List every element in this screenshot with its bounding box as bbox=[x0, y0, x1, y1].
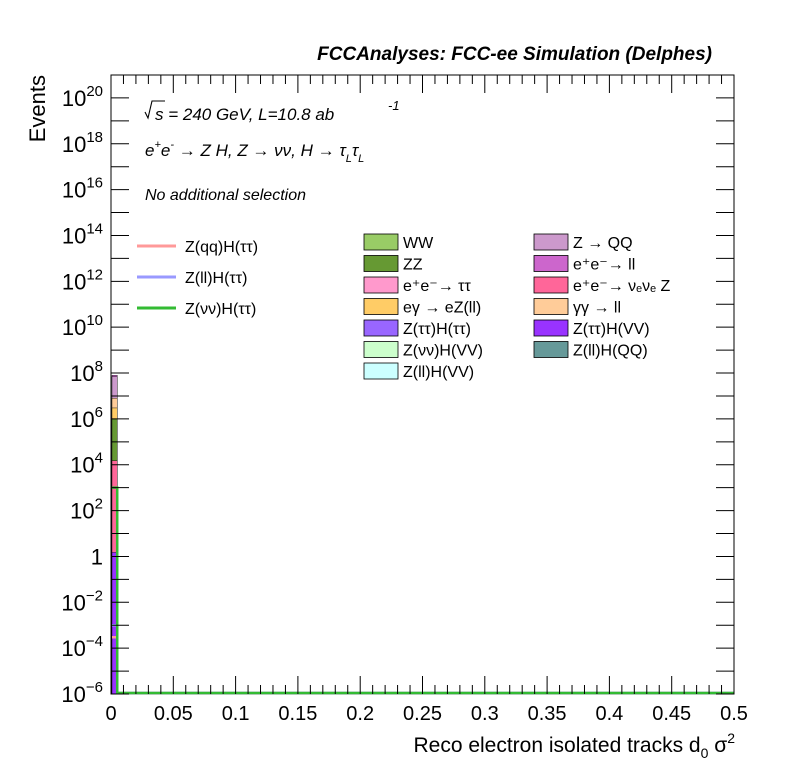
y-tick-label: 1018 bbox=[62, 129, 103, 157]
y-tick-label: 1012 bbox=[62, 266, 103, 294]
x-tick-label: 0.15 bbox=[278, 703, 317, 725]
y-tick-label: 106 bbox=[70, 404, 103, 432]
y-tick-label: 1014 bbox=[62, 220, 103, 248]
y-tick-label: 1016 bbox=[62, 175, 103, 203]
legend-label: WW bbox=[403, 235, 434, 252]
selection-annotation: No additional selection bbox=[145, 187, 306, 204]
x-tick-label: 0.45 bbox=[652, 703, 691, 725]
legend-label: Z(νν)H(ττ) bbox=[185, 301, 256, 318]
x-axis-ticks: 0 0.05 0.1 0.15 0.2 0.25 0.3 0.35 0.4 0.45 0.5 bbox=[105, 75, 748, 725]
y-tick-label: 10−4 bbox=[61, 633, 103, 661]
legend-swatch bbox=[363, 298, 399, 315]
legend-label: Z(ll)H(VV) bbox=[403, 364, 474, 381]
legend-label: Z(νν)H(VV) bbox=[403, 343, 483, 360]
lumi-exponent: -1 bbox=[388, 98, 400, 113]
y-axis-label: Events bbox=[25, 75, 50, 142]
signal-line-z-h- bbox=[112, 486, 734, 695]
x-tick-label: 0.05 bbox=[154, 703, 193, 725]
background-legend-col2: Z → QQ e⁺e⁻→ ll e⁺e⁻→ νₑνₑ Z γγ → ll Z(ττ)H(… bbox=[533, 233, 670, 360]
x-tick-label: 0.35 bbox=[528, 703, 567, 725]
sqrt-s-text: s bbox=[155, 105, 164, 124]
x-tick-label: 0.2 bbox=[346, 703, 374, 725]
legend-swatch bbox=[533, 255, 569, 272]
legend-swatch bbox=[533, 233, 569, 251]
y-tick-label: 1020 bbox=[62, 83, 103, 111]
x-tick-label: 0.25 bbox=[403, 703, 442, 725]
legend-label: e⁺e⁻→ ll bbox=[573, 257, 635, 274]
x-tick-label: 0.1 bbox=[222, 703, 250, 725]
legend-label: Z(qq)H(ττ) bbox=[185, 239, 258, 256]
sqrt-symbol bbox=[144, 100, 165, 120]
signal-lines bbox=[112, 486, 734, 695]
legend-label: Z(ττ)H(VV) bbox=[573, 321, 650, 338]
y-tick-label: 10−6 bbox=[61, 679, 103, 707]
process-annotation: e+e- → Z H, Z → νν, H → τLτL bbox=[145, 139, 364, 165]
legend-label: Z → QQ bbox=[573, 235, 633, 252]
background-legend-col1: WW ZZ e⁺e⁻→ ττ eγ → eZ(ll) Z(ττ)H(ττ) Z(νν)H(… bbox=[363, 233, 483, 381]
legend-swatch bbox=[363, 341, 399, 358]
x-tick-label: 0.4 bbox=[595, 703, 623, 725]
legend-label: eγ → eZ(ll) bbox=[403, 300, 481, 317]
legend-swatch bbox=[533, 298, 569, 315]
legend-label: e⁺e⁻→ ττ bbox=[403, 278, 471, 295]
legend-swatch bbox=[363, 319, 399, 337]
x-tick-label: 0.5 bbox=[720, 703, 748, 725]
x-tick-label: 0.3 bbox=[471, 703, 499, 725]
legend-label: γγ → ll bbox=[573, 300, 621, 317]
legend-label: Z(ττ)H(ττ) bbox=[403, 321, 471, 338]
y-tick-label: 10−2 bbox=[61, 587, 103, 615]
svg-text:s = 240 GeV, L=10.8 ab: s = 240 GeV, L=10.8 ab bbox=[155, 105, 334, 124]
legend-swatch bbox=[533, 276, 569, 294]
legend-swatch bbox=[363, 362, 399, 380]
y-tick-label: 108 bbox=[70, 358, 103, 386]
energy-lumi-text: = 240 GeV, L=10.8 ab bbox=[164, 105, 335, 124]
energy-annotation: s = 240 GeV, L=10.8 ab -1 bbox=[144, 98, 400, 124]
x-tick-label: 0 bbox=[105, 703, 116, 725]
y-tick-label: 1010 bbox=[62, 312, 103, 340]
signal-legend: Z(qq)H(ττ) Z(ll)H(ττ) Z(νν)H(ττ) bbox=[137, 239, 258, 318]
legend-swatch bbox=[533, 319, 569, 337]
chart-title: FCCAnalyses: FCC-ee Simulation (Delphes) bbox=[317, 44, 712, 65]
x-axis-label: Reco electron isolated tracks d0 σ2 bbox=[413, 730, 735, 761]
y-axis-ticks: 10−6 10−4 10−2 1 102 104 106 108 1010 1012 1014 101… bbox=[61, 74, 734, 707]
plot-frame bbox=[110, 74, 735, 695]
legend-swatch bbox=[533, 341, 569, 358]
legend-swatch bbox=[363, 276, 399, 294]
y-tick-label: 102 bbox=[70, 496, 103, 524]
y-tick-label: 104 bbox=[70, 450, 103, 478]
legend-swatch bbox=[363, 233, 399, 251]
legend-label: Z(ll)H(QQ) bbox=[573, 343, 648, 360]
legend-swatch bbox=[363, 255, 399, 272]
legend-label: e⁺e⁻→ νₑνₑ Z bbox=[573, 278, 670, 295]
legend-label: Z(ll)H(ττ) bbox=[185, 270, 247, 287]
legend-label: ZZ bbox=[403, 257, 423, 274]
y-tick-label: 1 bbox=[91, 544, 103, 569]
